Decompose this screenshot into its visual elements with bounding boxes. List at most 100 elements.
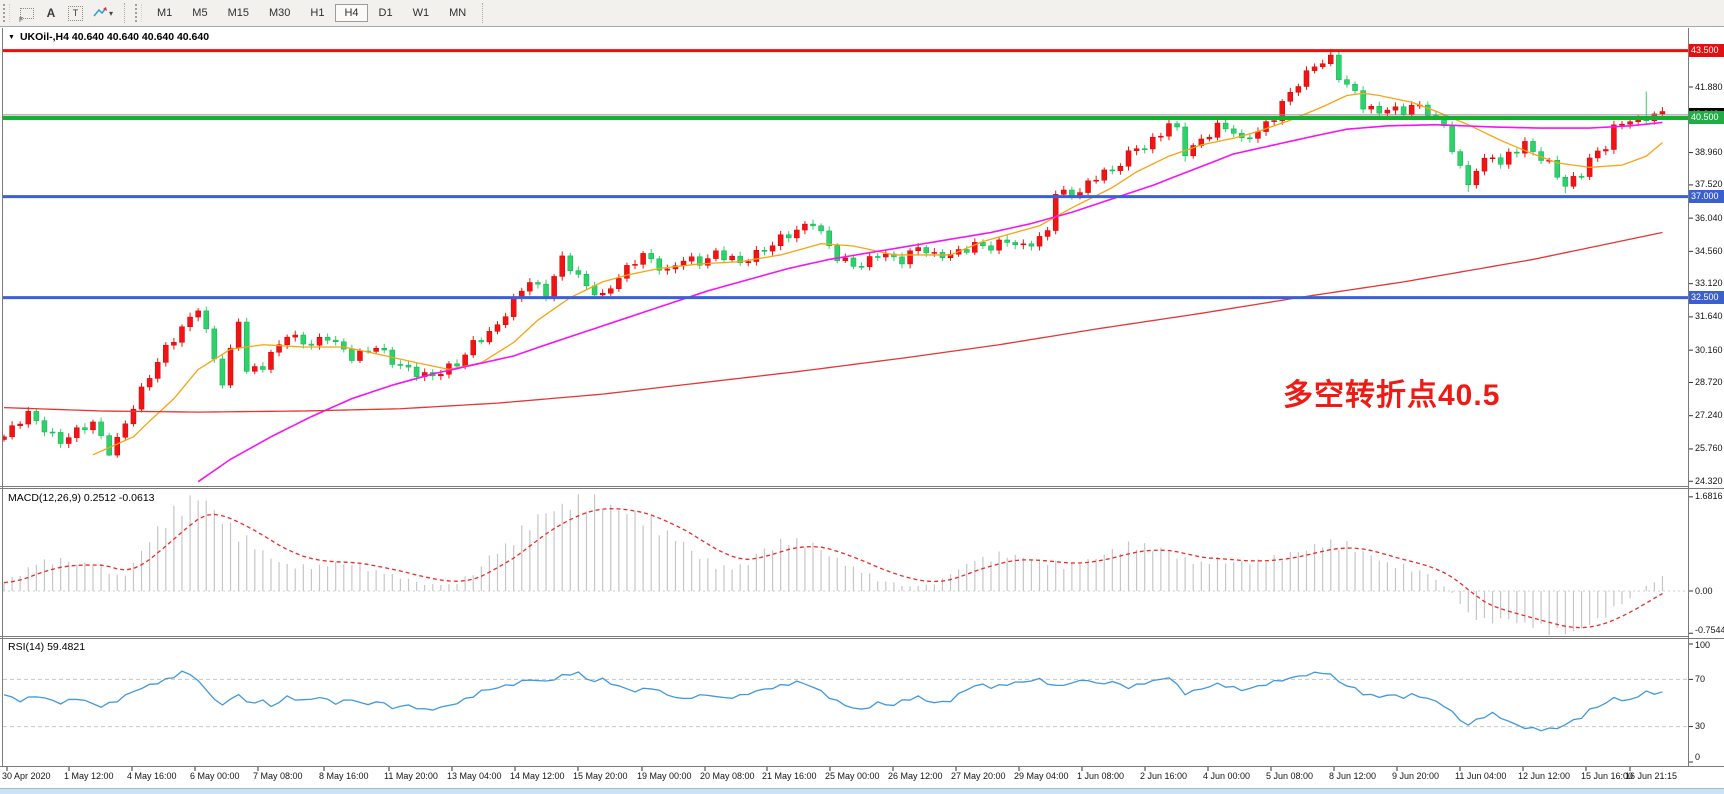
- time-tick-label[interactable]: 11 May 20:00: [384, 771, 438, 781]
- price-badge-32.500: 32.500: [1689, 291, 1724, 305]
- time-tick-label[interactable]: 15 Jun 16:00: [1581, 771, 1634, 781]
- time-tick-label[interactable]: 8 Jun 12:00: [1329, 771, 1377, 781]
- time-tick-label[interactable]: 29 May 04:00: [1014, 771, 1069, 781]
- chart-annotation-text: 多空转折点40.5: [1283, 379, 1501, 412]
- time-tick-label[interactable]: 13 May 04:00: [447, 771, 502, 781]
- price-tick-label: 33.120: [1695, 278, 1723, 289]
- time-tick-label[interactable]: 1 Jun 08:00: [1077, 771, 1125, 781]
- time-tick-label[interactable]: 19 May 00:00: [637, 771, 692, 781]
- time-tick-label[interactable]: 30 Apr 2020: [2, 771, 51, 781]
- time-tick-label[interactable]: 21 May 16:00: [762, 771, 817, 781]
- price-tick-label: 31.640: [1695, 311, 1723, 322]
- macd-tick-label: -0.7544: [1695, 625, 1724, 635]
- time-tick-label[interactable]: 11 Jun 04:00: [1455, 771, 1507, 781]
- time-tick-label[interactable]: 4 Jun 00:00: [1203, 771, 1251, 781]
- time-tick-label[interactable]: 5 Jun 08:00: [1266, 771, 1314, 781]
- time-tick-label[interactable]: 16 Jun 21:15: [1625, 771, 1678, 781]
- time-tick-label[interactable]: 4 May 16:00: [127, 771, 177, 781]
- macd-panel: [3, 494, 1688, 636]
- toolbar-separator: [124, 3, 126, 23]
- time-tick-label[interactable]: 6 May 00:00: [190, 771, 240, 781]
- macd-separator[interactable]: [0, 488, 1724, 489]
- timeframe-button-M15[interactable]: M15: [219, 4, 258, 22]
- time-tick-label[interactable]: 9 Jun 20:00: [1392, 771, 1440, 781]
- time-tick-label[interactable]: 20 May 08:00: [700, 771, 755, 781]
- price-badge-37.000: 37.000: [1689, 190, 1724, 204]
- timeframe-button-H4[interactable]: H4: [335, 4, 368, 22]
- rsi-indicator-label: RSI(14) 59.4821: [8, 641, 86, 653]
- candlestick-series: [3, 48, 1666, 458]
- time-tick-label[interactable]: 15 May 20:00: [573, 771, 628, 781]
- toolbar: F A T ▾ M1 M5 M15 M30 H1 H4 D1 W1 MN: [0, 0, 1724, 27]
- price-tick-label: 37.520: [1695, 179, 1723, 190]
- timeframe-group: M1 M5 M15 M30 H1 H4 D1 W1 MN: [147, 4, 476, 22]
- macd-signal-line: [3, 507, 1663, 629]
- price-tick-label: 36.040: [1695, 212, 1723, 223]
- letter-t-icon: T: [68, 5, 83, 21]
- time-tick-label[interactable]: 2 Jun 16:00: [1140, 771, 1188, 781]
- price-tick-label: 30.160: [1695, 344, 1723, 355]
- rsi-separator[interactable]: [0, 638, 1724, 639]
- rsi-panel: [3, 670, 1688, 732]
- axis-ticks: [6, 86, 1693, 771]
- chevron-down-icon: ▾: [109, 8, 114, 18]
- time-axis-border: [0, 766, 1724, 767]
- medium-ma-line: [197, 121, 1663, 483]
- main-chart-panel: [3, 48, 1688, 483]
- time-tick-label[interactable]: 1 May 12:00: [64, 771, 114, 781]
- timeframe-button-M1[interactable]: M1: [148, 4, 181, 22]
- rsi-tick-label: 70: [1695, 673, 1706, 684]
- timeframe-button-W1[interactable]: W1: [404, 4, 439, 22]
- rsi-tick-label: 0: [1695, 752, 1701, 762]
- macd-indicator-label: MACD(12,26,9) 0.2512 -0.0613: [8, 492, 155, 504]
- cycle-lines-button[interactable]: ▾: [88, 2, 118, 24]
- price-tick-label: 24.320: [1695, 475, 1723, 486]
- timeframe-button-H1[interactable]: H1: [301, 4, 333, 22]
- timeframe-button-M5[interactable]: M5: [183, 4, 216, 22]
- chart-title[interactable]: ▼ UKOil-,H4 40.640 40.640 40.640 40.640: [8, 31, 209, 43]
- timeframe-button-M30[interactable]: M30: [260, 4, 299, 22]
- frame-tool-button[interactable]: F: [15, 2, 39, 24]
- price-tick-label: 41.880: [1695, 81, 1723, 92]
- price-badge-40.500: 40.500: [1689, 111, 1724, 125]
- price-tick-label: 34.560: [1695, 245, 1723, 256]
- letter-a-icon: A: [46, 6, 56, 20]
- rsi-tick-label: 100: [1695, 640, 1711, 650]
- price-tick-label: 25.760: [1695, 443, 1723, 454]
- time-tick-label[interactable]: 7 May 08:00: [253, 771, 303, 781]
- price-tick-label: 38.960: [1695, 147, 1723, 158]
- rsi-tick-label: 30: [1695, 721, 1706, 732]
- time-tick-label[interactable]: 27 May 20:00: [951, 771, 1006, 781]
- toolbar-separator-2: [482, 3, 484, 23]
- macd-histogram: [3, 494, 1664, 636]
- time-tick-label[interactable]: 8 May 16:00: [319, 771, 369, 781]
- timeframe-button-D1[interactable]: D1: [370, 4, 402, 22]
- insert-text-button[interactable]: A: [39, 2, 63, 24]
- macd-tick-label: 1.6816: [1695, 491, 1723, 502]
- chart-title-text: UKOil-,H4 40.640 40.640 40.640 40.640: [19, 31, 210, 43]
- time-tick-label[interactable]: 12 Jun 12:00: [1518, 771, 1571, 781]
- price-badge-43.500: 43.500: [1689, 44, 1724, 58]
- timeframe-drag-handle[interactable]: [135, 4, 143, 22]
- price-tick-label: 27.240: [1695, 410, 1723, 421]
- cycle-lines-icon: [93, 7, 107, 17]
- price-tick-label: 28.720: [1695, 376, 1723, 387]
- rsi-separator-top[interactable]: [0, 636, 1688, 637]
- toolbar-drag-handle[interactable]: [3, 4, 10, 22]
- time-tick-label[interactable]: 26 May 12:00: [888, 771, 943, 781]
- timeframe-button-MN[interactable]: MN: [440, 4, 475, 22]
- taskbar-edge: [0, 788, 1724, 794]
- plot-left-border: [2, 28, 3, 766]
- frame-icon: F: [19, 7, 34, 24]
- plot-right-border: [1688, 28, 1689, 766]
- text-label-button[interactable]: T: [63, 2, 88, 24]
- macd-tick-label: 0.00: [1695, 585, 1713, 596]
- macd-separator-top[interactable]: [0, 486, 1688, 487]
- chart-dropdown-icon[interactable]: ▼: [8, 34, 15, 41]
- frame-icon-label: F: [19, 16, 24, 24]
- slow-ma-line: [3, 231, 1663, 413]
- time-tick-label[interactable]: 14 May 12:00: [510, 771, 565, 781]
- time-tick-label[interactable]: 25 May 00:00: [825, 771, 880, 781]
